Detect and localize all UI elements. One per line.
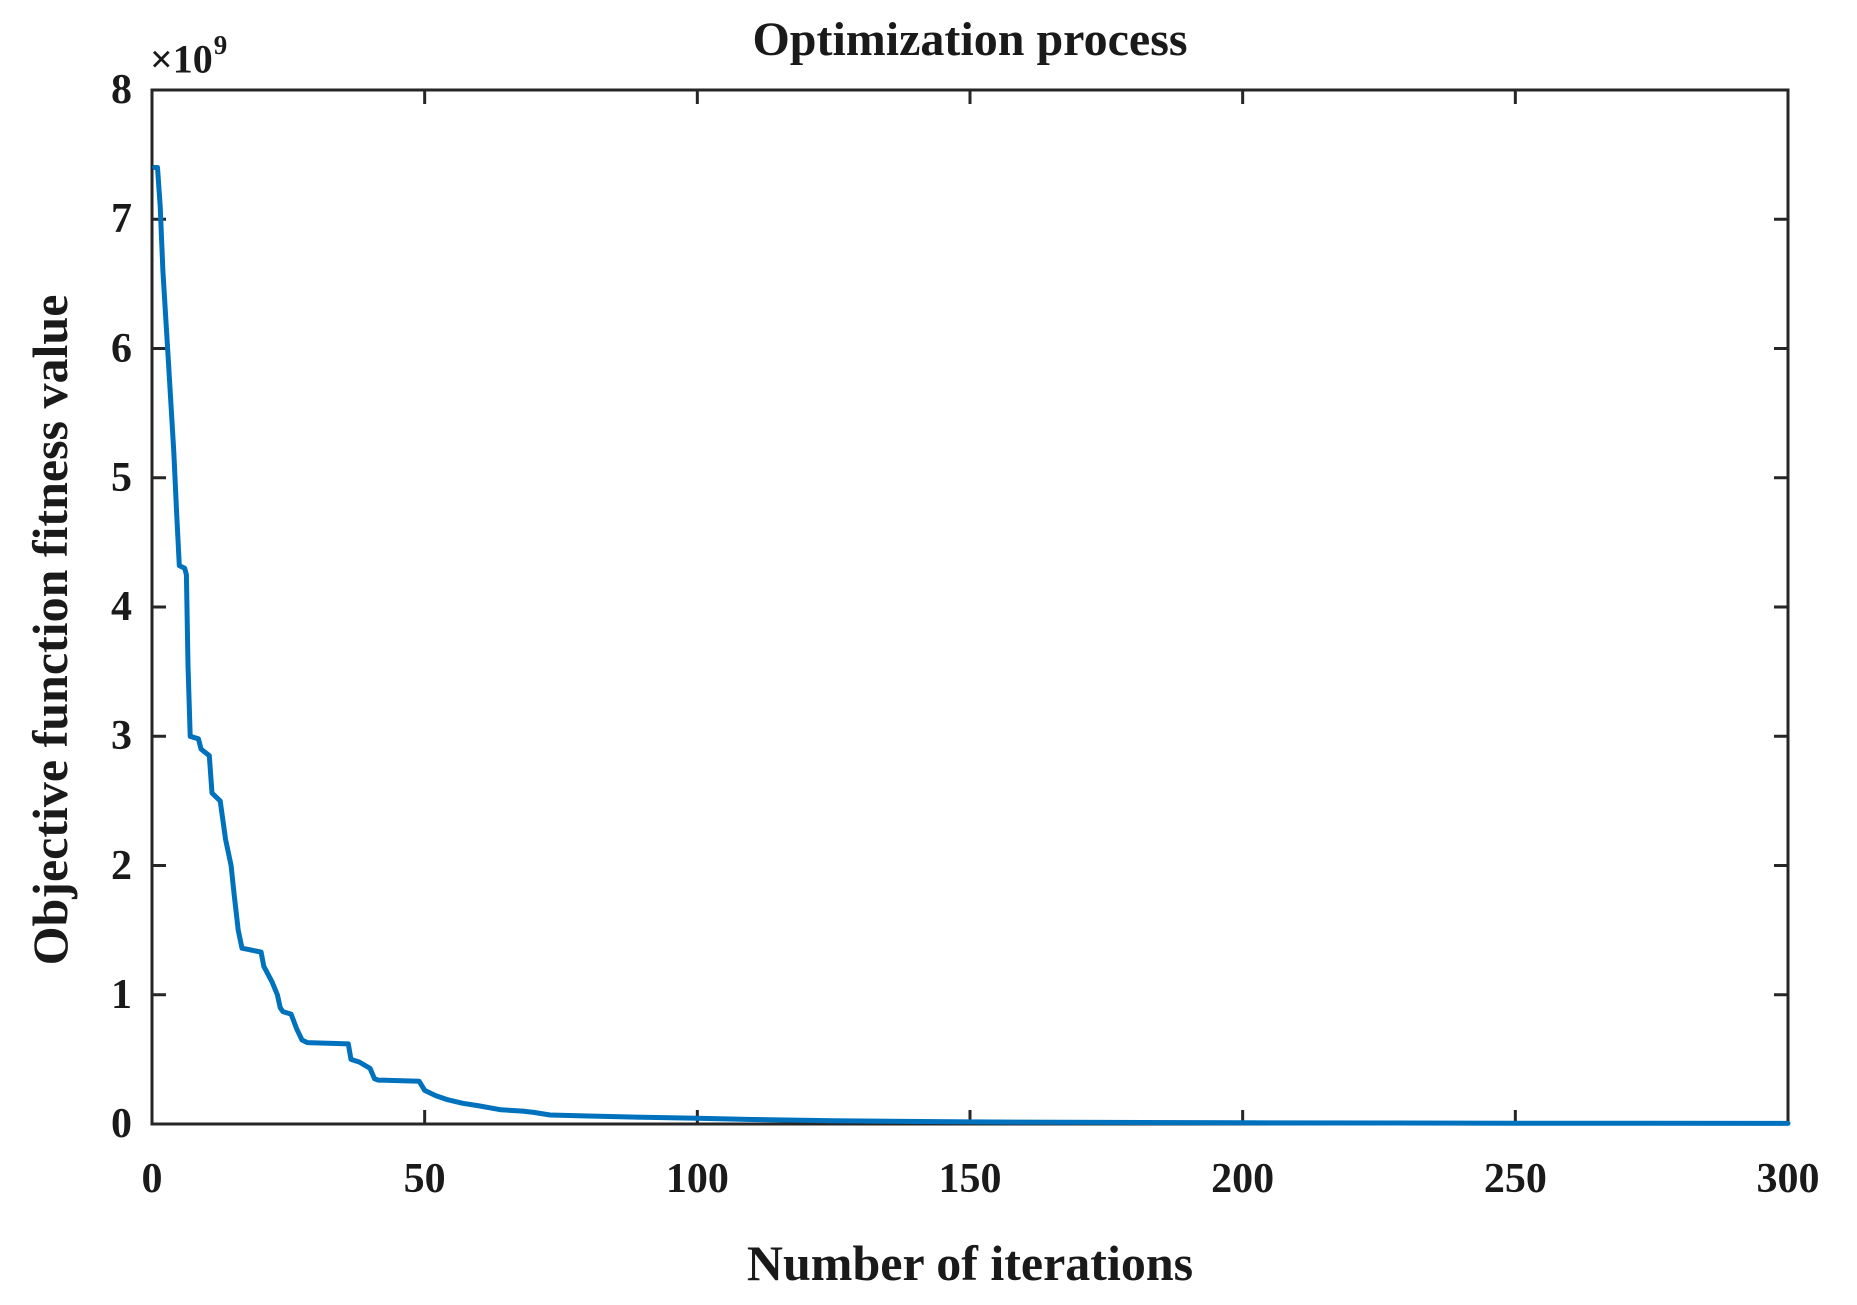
offset-base: ×10 bbox=[150, 36, 213, 82]
y-tick-label: 0 bbox=[111, 1101, 132, 1147]
plot-border bbox=[150, 88, 1790, 1126]
chart-title: Optimization process bbox=[752, 13, 1188, 66]
x-tick-label: 300 bbox=[1756, 1156, 1820, 1202]
fitness-curve bbox=[152, 165, 1791, 1126]
y-axis-exponent-label: ×109 bbox=[150, 32, 227, 82]
y-tick-label: 3 bbox=[111, 713, 132, 760]
y-tick-label: 1 bbox=[111, 971, 132, 1018]
y-tick-label: 6 bbox=[111, 325, 132, 372]
y-tick-label: 8 bbox=[111, 67, 132, 113]
x-tick-label: 100 bbox=[665, 1156, 729, 1202]
x-tick-label: 150 bbox=[938, 1156, 1002, 1202]
y-tick-label: 5 bbox=[111, 454, 132, 501]
x-tick-label: 50 bbox=[403, 1156, 446, 1202]
y-tick-label: 4 bbox=[111, 584, 132, 630]
x-axis-label: Number of iterations bbox=[746, 1235, 1194, 1291]
y-tick-label: 2 bbox=[111, 842, 132, 889]
y-tick-label: 7 bbox=[111, 196, 132, 243]
x-tick-label: 0 bbox=[141, 1156, 163, 1202]
offset-exponent: 9 bbox=[213, 30, 228, 60]
x-tick-label: 200 bbox=[1211, 1156, 1275, 1202]
x-tick-label: 250 bbox=[1483, 1156, 1547, 1202]
